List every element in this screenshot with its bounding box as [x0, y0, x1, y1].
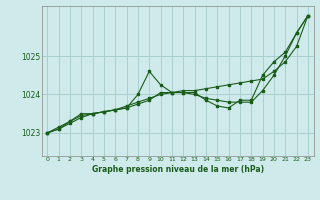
- X-axis label: Graphe pression niveau de la mer (hPa): Graphe pression niveau de la mer (hPa): [92, 165, 264, 174]
